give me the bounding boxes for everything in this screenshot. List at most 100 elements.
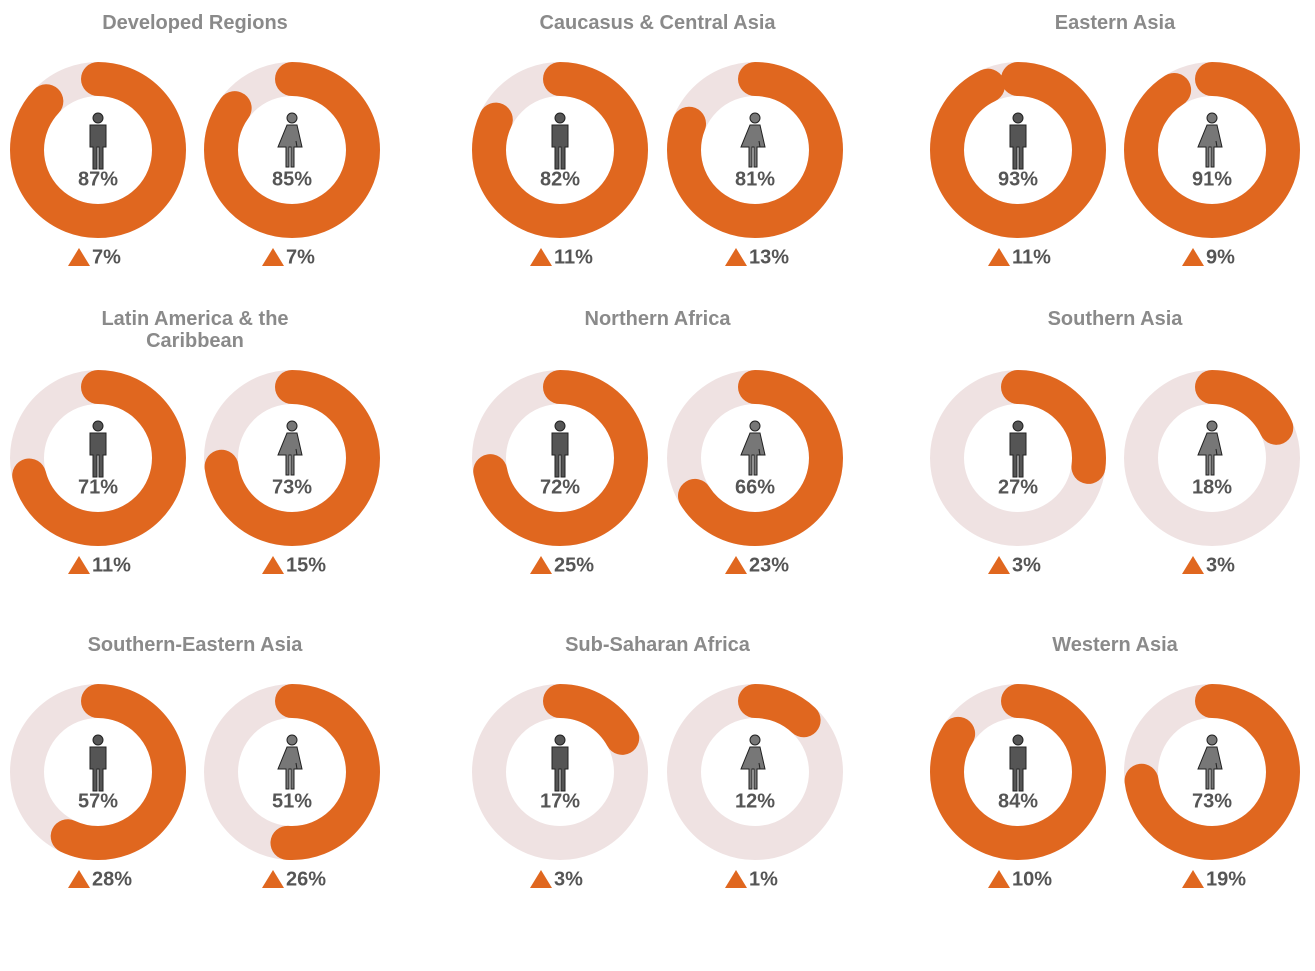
icon-body xyxy=(551,432,569,478)
icon-head xyxy=(1206,112,1218,124)
female-icon xyxy=(277,734,303,790)
female-icon xyxy=(1197,734,1223,790)
change-triangle xyxy=(262,556,284,574)
icon-head xyxy=(1206,420,1218,432)
change-label: 7% xyxy=(286,246,315,268)
value-label: 12% xyxy=(735,790,775,812)
female-icon xyxy=(1197,420,1223,476)
icon-body xyxy=(551,746,569,792)
value-label: 72% xyxy=(540,476,580,498)
value-label: 85% xyxy=(272,168,312,190)
donut-arc xyxy=(204,62,380,238)
icon-head xyxy=(749,112,761,124)
change-label: 9% xyxy=(1206,246,1235,268)
icon-head xyxy=(1012,112,1024,124)
value-label: 17% xyxy=(540,790,580,812)
value-label: 82% xyxy=(540,168,580,190)
change-label: 28% xyxy=(92,868,132,890)
donut-arc xyxy=(10,62,186,238)
chart-title: Developed Regions xyxy=(102,12,288,34)
change-label: 1% xyxy=(749,868,778,890)
change-triangle xyxy=(988,870,1010,888)
male-icon xyxy=(1009,112,1027,170)
icon-body xyxy=(1009,124,1027,170)
chart-title: Western Asia xyxy=(1052,634,1178,656)
value-label: 73% xyxy=(272,476,312,498)
female-icon xyxy=(277,112,303,168)
male-icon xyxy=(89,420,107,478)
value-label: 93% xyxy=(998,168,1038,190)
male-icon xyxy=(551,112,569,170)
change-label: 3% xyxy=(1206,554,1235,576)
chart-title: Northern Africa xyxy=(584,308,731,330)
icon-body xyxy=(1197,746,1223,790)
icon-head xyxy=(554,112,566,124)
icon-body xyxy=(740,124,766,168)
donut-arc xyxy=(930,370,1106,546)
value-label: 84% xyxy=(998,790,1038,812)
change-triangle xyxy=(1182,870,1204,888)
icon-body xyxy=(89,432,107,478)
value-label: 91% xyxy=(1192,168,1232,190)
change-triangle xyxy=(725,556,747,574)
change-triangle xyxy=(530,870,552,888)
icon-head xyxy=(92,112,104,124)
change-triangle xyxy=(262,870,284,888)
value-label: 51% xyxy=(272,790,312,812)
value-label: 18% xyxy=(1192,476,1232,498)
icon-body xyxy=(1009,746,1027,792)
male-icon xyxy=(1009,420,1027,478)
male-icon xyxy=(551,734,569,792)
change-label: 15% xyxy=(286,554,326,576)
chart-title: Southern-Eastern Asia xyxy=(87,634,303,656)
icon-body xyxy=(740,746,766,790)
donut-arc xyxy=(1124,370,1300,546)
change-triangle xyxy=(725,248,747,266)
change-triangle xyxy=(1182,556,1204,574)
change-triangle xyxy=(530,556,552,574)
value-label: 57% xyxy=(78,790,118,812)
chart-title: Southern Asia xyxy=(1047,308,1183,330)
change-triangle xyxy=(530,248,552,266)
icon-head xyxy=(1206,734,1218,746)
change-label: 13% xyxy=(749,246,789,268)
donut-arc xyxy=(1124,684,1300,860)
change-label: 3% xyxy=(1012,554,1041,576)
donut-arc xyxy=(667,684,843,860)
icon-head xyxy=(286,112,298,124)
value-label: 87% xyxy=(78,168,118,190)
female-icon xyxy=(1197,112,1223,168)
icon-head xyxy=(92,734,104,746)
change-label: 23% xyxy=(749,554,789,576)
icon-body xyxy=(277,746,303,790)
value-label: 27% xyxy=(998,476,1038,498)
icon-body xyxy=(89,746,107,792)
donut-arc xyxy=(472,684,648,860)
icon-head xyxy=(286,734,298,746)
icon-body xyxy=(89,124,107,170)
change-triangle xyxy=(725,870,747,888)
change-label: 11% xyxy=(554,246,593,268)
donut-arc xyxy=(667,62,843,238)
icon-head xyxy=(554,420,566,432)
icon-body xyxy=(551,124,569,170)
change-label: 26% xyxy=(286,868,326,890)
icon-head xyxy=(1012,420,1024,432)
value-label: 71% xyxy=(78,476,118,498)
icon-head xyxy=(749,420,761,432)
donut-arc xyxy=(667,370,843,546)
icon-head xyxy=(92,420,104,432)
chart-title: Sub-Saharan Africa xyxy=(565,634,750,656)
change-triangle xyxy=(68,870,90,888)
male-icon xyxy=(551,420,569,478)
change-label: 7% xyxy=(92,246,121,268)
icon-head xyxy=(554,734,566,746)
icon-body xyxy=(1197,432,1223,476)
change-triangle xyxy=(1182,248,1204,266)
donut-arc xyxy=(10,370,186,546)
donut-arc xyxy=(1124,62,1300,238)
icon-head xyxy=(286,420,298,432)
icon-head xyxy=(1012,734,1024,746)
